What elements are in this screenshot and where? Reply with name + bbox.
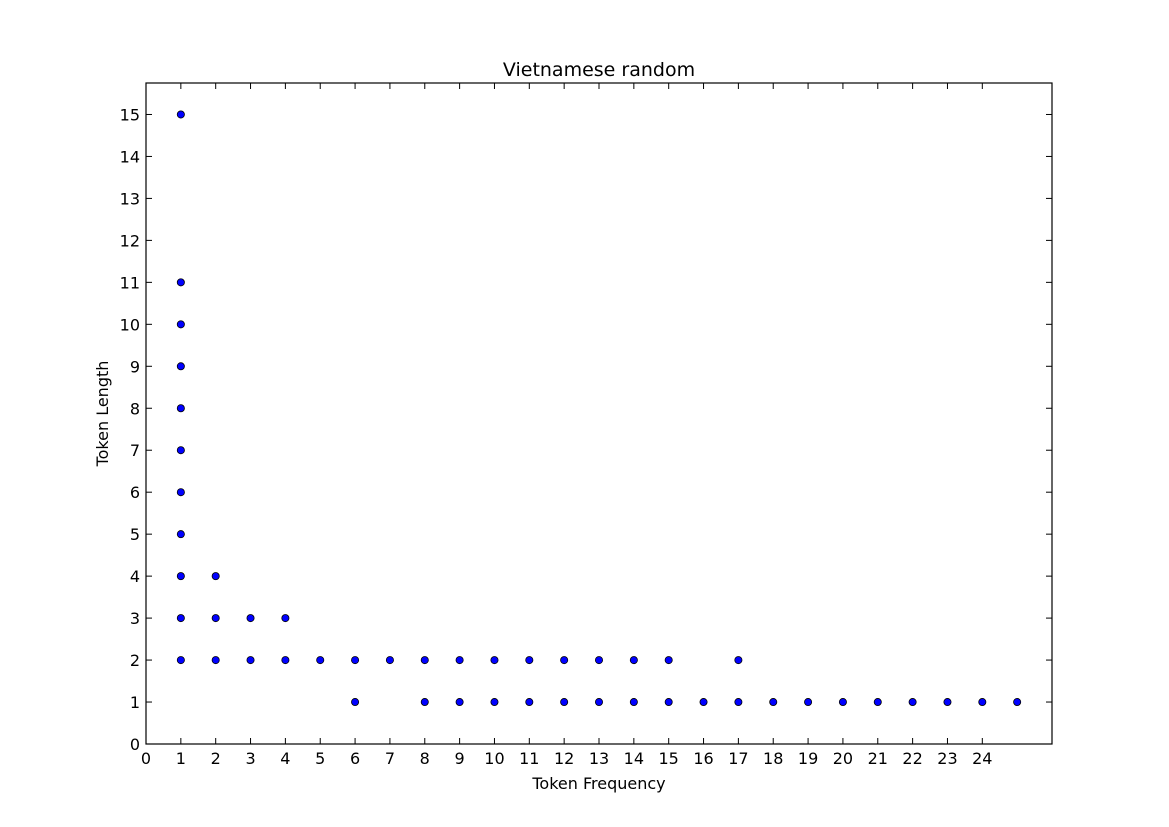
x-tick-label: 22 — [902, 749, 922, 768]
plot-frame — [145, 82, 1053, 745]
y-tick-label: 4 — [130, 567, 140, 586]
points-layer — [176, 110, 1022, 707]
y-tick-label: 12 — [120, 231, 140, 250]
data-point — [176, 404, 185, 413]
chart-title: Vietnamese random — [503, 59, 695, 81]
data-point — [978, 698, 987, 707]
x-tick-label: 0 — [141, 749, 151, 768]
x-tick-label: 19 — [798, 749, 818, 768]
data-point — [943, 698, 952, 707]
data-point — [420, 698, 429, 707]
data-point — [211, 614, 220, 623]
data-point — [176, 656, 185, 665]
data-point — [176, 110, 185, 119]
data-point — [664, 698, 673, 707]
y-tick-label: 15 — [120, 105, 140, 124]
x-tick-label: 4 — [280, 749, 290, 768]
data-point — [176, 278, 185, 287]
x-axis-label: Token Frequency — [531, 774, 665, 793]
data-point — [281, 656, 290, 665]
data-point — [176, 530, 185, 539]
data-point — [176, 488, 185, 497]
x-tick-label: 1 — [176, 749, 186, 768]
x-tick-label: 16 — [693, 749, 713, 768]
data-point — [246, 656, 255, 665]
data-point — [176, 446, 185, 455]
data-point — [595, 656, 604, 665]
data-point — [455, 656, 464, 665]
data-point — [316, 656, 325, 665]
data-point — [595, 698, 604, 707]
data-point — [734, 656, 743, 665]
data-point — [176, 572, 185, 581]
data-point — [560, 656, 569, 665]
data-point — [908, 698, 917, 707]
x-tick-label: 6 — [350, 749, 360, 768]
x-tick-label: 20 — [833, 749, 853, 768]
data-point — [838, 698, 847, 707]
data-point — [1013, 698, 1022, 707]
y-tick-label: 10 — [120, 315, 140, 334]
ticks-layer: 0 1 2 3 4 5 6 7 8 9 10 11 12 13 14 15 16 17 18 19 20 21 22 23 24… — [120, 83, 1052, 768]
data-point — [560, 698, 569, 707]
data-point — [176, 614, 185, 623]
x-tick-label: 2 — [211, 749, 221, 768]
data-point — [629, 698, 638, 707]
y-tick-label: 8 — [130, 399, 140, 418]
x-tick-label: 9 — [455, 749, 465, 768]
x-tick-label: 8 — [420, 749, 430, 768]
y-tick-label: 1 — [130, 693, 140, 712]
data-point — [664, 656, 673, 665]
x-tick-label: 5 — [315, 749, 325, 768]
y-tick-label: 6 — [130, 483, 140, 502]
x-tick-label: 21 — [868, 749, 888, 768]
x-tick-label: 15 — [659, 749, 679, 768]
x-tick-label: 24 — [972, 749, 992, 768]
y-tick-label: 0 — [130, 735, 140, 754]
x-tick-label: 18 — [763, 749, 783, 768]
y-tick-label: 11 — [120, 273, 140, 292]
y-tick-label: 2 — [130, 651, 140, 670]
data-point — [769, 698, 778, 707]
data-point — [351, 656, 360, 665]
data-point — [873, 698, 882, 707]
y-tick-label: 9 — [130, 357, 140, 376]
data-point — [246, 614, 255, 623]
data-point — [490, 698, 499, 707]
x-tick-label: 14 — [624, 749, 644, 768]
x-tick-label: 17 — [728, 749, 748, 768]
data-point — [525, 656, 534, 665]
x-tick-label: 7 — [385, 749, 395, 768]
data-point — [351, 698, 360, 707]
x-tick-label: 13 — [589, 749, 609, 768]
data-point — [176, 320, 185, 329]
y-axis-label: Token Length — [93, 361, 112, 468]
y-tick-label: 3 — [130, 609, 140, 628]
data-point — [211, 656, 220, 665]
data-point — [176, 362, 185, 371]
data-point — [804, 698, 813, 707]
data-point — [525, 698, 534, 707]
y-tick-label: 7 — [130, 441, 140, 460]
y-tick-label: 5 — [130, 525, 140, 544]
data-point — [420, 656, 429, 665]
data-point — [385, 656, 394, 665]
y-tick-label: 13 — [120, 189, 140, 208]
data-point — [734, 698, 743, 707]
data-point — [629, 656, 638, 665]
x-tick-label: 11 — [519, 749, 539, 768]
x-tick-label: 3 — [245, 749, 255, 768]
y-tick-label: 14 — [120, 147, 140, 166]
data-point — [490, 656, 499, 665]
x-tick-label: 10 — [484, 749, 504, 768]
x-tick-label: 12 — [554, 749, 574, 768]
data-point — [281, 614, 290, 623]
data-point — [455, 698, 464, 707]
data-point — [699, 698, 708, 707]
x-tick-label: 23 — [937, 749, 957, 768]
data-point — [211, 572, 220, 581]
